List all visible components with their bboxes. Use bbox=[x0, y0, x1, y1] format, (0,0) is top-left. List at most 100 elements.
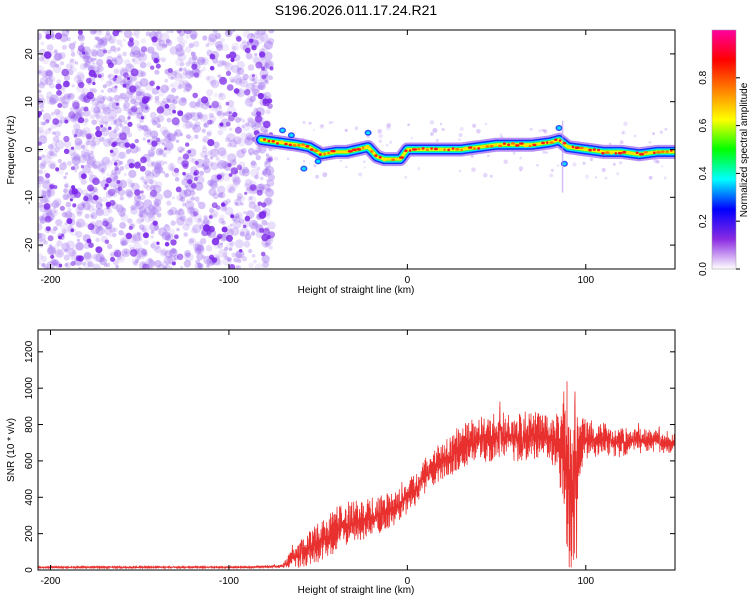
noise-speckle bbox=[172, 196, 175, 199]
noise-speckle-strong bbox=[112, 30, 119, 37]
noise-speckle-strong bbox=[261, 252, 266, 257]
faint-speckle bbox=[616, 172, 619, 175]
noise-speckle-strong bbox=[141, 116, 144, 119]
noise-speckle bbox=[186, 198, 192, 204]
noise-speckle-strong bbox=[226, 122, 231, 127]
snr-y-tick-label: 0 bbox=[24, 567, 35, 573]
ridge-core bbox=[644, 151, 648, 154]
noise-speckle bbox=[256, 173, 259, 176]
noise-speckle bbox=[115, 265, 119, 269]
noise-speckle bbox=[217, 64, 220, 67]
noise-speckle-strong bbox=[57, 103, 62, 108]
noise-speckle bbox=[73, 41, 76, 44]
faint-speckle bbox=[649, 176, 653, 180]
noise-speckle bbox=[154, 167, 161, 174]
noise-speckle bbox=[83, 63, 88, 68]
noise-speckle bbox=[236, 265, 239, 268]
noise-speckle-strong bbox=[81, 165, 84, 168]
noise-speckle-strong bbox=[123, 84, 127, 88]
noise-speckle bbox=[258, 82, 264, 88]
faint-speckle bbox=[519, 166, 523, 170]
noise-speckle bbox=[67, 161, 72, 166]
noise-speckle bbox=[175, 177, 180, 182]
spectrogram-x-tick-label: -100 bbox=[219, 275, 239, 286]
noise-speckle-strong bbox=[193, 172, 197, 176]
noise-speckle bbox=[66, 241, 75, 250]
ridge-core bbox=[653, 152, 656, 155]
noise-speckle bbox=[63, 189, 66, 192]
noise-speckle-strong bbox=[141, 190, 144, 193]
faint-speckle bbox=[274, 157, 278, 161]
faint-speckle bbox=[303, 160, 305, 162]
faint-speckle bbox=[664, 128, 667, 131]
noise-speckle bbox=[232, 46, 237, 51]
noise-speckle bbox=[255, 263, 264, 272]
ridge-core bbox=[284, 143, 288, 146]
faint-speckle bbox=[287, 158, 290, 161]
noise-speckle bbox=[218, 111, 225, 118]
ridge-core bbox=[636, 151, 639, 154]
noise-speckle-strong bbox=[193, 211, 198, 216]
ridge-core bbox=[387, 158, 391, 161]
faint-speckle bbox=[664, 176, 667, 179]
noise-speckle bbox=[140, 78, 149, 87]
noise-speckle bbox=[229, 77, 235, 83]
colorbar-label: Normalized spectral amplitude bbox=[739, 82, 750, 217]
noise-speckle bbox=[146, 129, 152, 135]
ridge-core bbox=[559, 139, 561, 142]
colorbar-tick-label: 0.0 bbox=[698, 262, 709, 276]
noise-speckle-strong bbox=[87, 185, 94, 192]
noise-speckle-strong bbox=[44, 203, 51, 210]
noise-speckle-strong bbox=[153, 221, 158, 226]
spectrogram-x-axis-label: Height of straight line (km) bbox=[298, 285, 415, 296]
noise-speckle-strong bbox=[221, 202, 225, 206]
noise-speckle bbox=[143, 137, 146, 140]
ridge-core bbox=[546, 141, 548, 144]
snr-panel: -200 -100 0 100020040060080010001200 Height… bbox=[6, 330, 675, 596]
faint-speckle bbox=[545, 151, 548, 154]
ridge-core bbox=[399, 156, 404, 159]
noise-speckle bbox=[193, 56, 196, 59]
noise-speckle-strong bbox=[106, 59, 111, 64]
noise-speckle bbox=[146, 185, 152, 191]
noise-speckle-strong bbox=[226, 235, 233, 242]
noise-speckle bbox=[242, 167, 249, 174]
noise-speckle bbox=[244, 241, 251, 248]
noise-speckle-strong bbox=[86, 78, 92, 84]
faint-speckle bbox=[660, 131, 663, 134]
noise-speckle-strong bbox=[71, 261, 76, 266]
noise-speckle bbox=[51, 142, 58, 149]
ridge-core bbox=[639, 153, 644, 156]
ridge-blob-core bbox=[557, 126, 561, 129]
noise-speckle bbox=[96, 208, 104, 216]
noise-speckle bbox=[56, 79, 61, 84]
faint-speckle bbox=[661, 165, 663, 167]
faint-speckle bbox=[442, 128, 445, 131]
faint-speckle bbox=[410, 137, 413, 140]
noise-speckle bbox=[76, 219, 85, 228]
noise-speckle bbox=[252, 254, 256, 258]
noise-speckle bbox=[76, 242, 84, 250]
noise-speckle-strong bbox=[46, 226, 51, 231]
noise-speckle bbox=[178, 97, 187, 106]
noise-speckle bbox=[118, 230, 123, 235]
ridge-core bbox=[310, 148, 314, 151]
ridge-core bbox=[293, 144, 297, 147]
noise-speckle-strong bbox=[134, 162, 141, 169]
faint-speckle bbox=[572, 162, 576, 166]
noise-speckle bbox=[197, 220, 204, 227]
noise-speckle bbox=[208, 150, 213, 155]
noise-speckle bbox=[242, 256, 247, 261]
faint-speckle bbox=[355, 127, 359, 131]
noise-speckle bbox=[91, 119, 97, 125]
noise-speckle bbox=[85, 214, 90, 219]
noise-speckle bbox=[231, 65, 239, 73]
colorbar: 0.00.20.40.60.8 Normalized spectral ampl… bbox=[698, 30, 750, 276]
noise-speckle bbox=[152, 50, 157, 55]
noise-speckle-strong bbox=[168, 68, 173, 73]
noise-speckle bbox=[45, 77, 53, 85]
noise-speckle-strong bbox=[185, 142, 189, 146]
faint-speckle bbox=[634, 135, 637, 138]
noise-speckle bbox=[132, 33, 136, 37]
faint-speckle bbox=[389, 141, 392, 144]
